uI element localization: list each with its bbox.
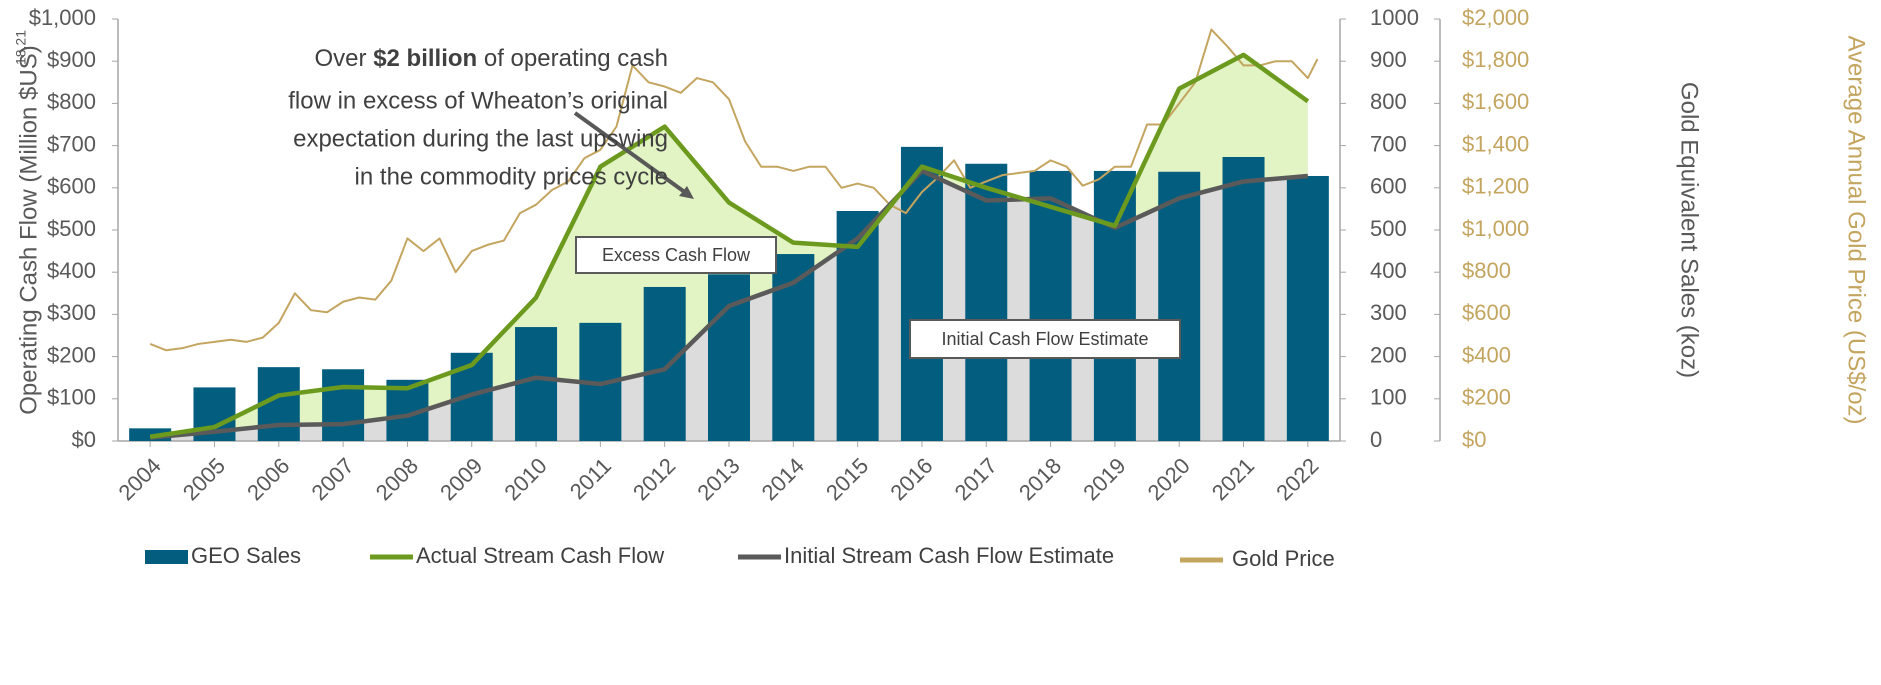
y2-tick-label: 800 [1370, 89, 1407, 114]
y2-axis-title: Gold Equivalent Sales (koz) [1676, 82, 1703, 378]
x-tick-label: 2016 [885, 453, 937, 505]
y-tick-label: $200 [47, 342, 96, 367]
arrow [573, 111, 688, 195]
legend-label: Initial Stream Cash Flow Estimate [784, 543, 1114, 568]
bar [1029, 170, 1072, 442]
y3-tick-label: $800 [1462, 258, 1511, 283]
annotation-post: of operating cash [484, 45, 668, 72]
annotation-line: Over $2 billion of operating cash [315, 45, 669, 72]
y-tick-label: $600 [47, 174, 96, 199]
y3-tick-label: $1,600 [1462, 89, 1529, 114]
x-tick-label: 2022 [1271, 453, 1323, 505]
y-axis-title: Operating Cash Flow (Million $US) [15, 45, 42, 414]
annotation-line: flow in excess of Wheaton’s original [288, 87, 668, 114]
bar [965, 163, 1008, 441]
line [149, 28, 1319, 352]
y-tick-label: $400 [47, 258, 96, 283]
y2-tick-label: 300 [1370, 300, 1407, 325]
y3-tick-label: $200 [1462, 385, 1511, 410]
y3-tick-label: $400 [1462, 342, 1511, 367]
x-tick-label: 2019 [1078, 453, 1130, 505]
x-tick-label: 2017 [950, 453, 1002, 505]
annotation-pre: Over [315, 45, 367, 72]
y3-tick-label: $0 [1462, 427, 1486, 452]
annotation: Over $2 billion of operating cash flow i… [288, 45, 668, 190]
x-tick-label: 2010 [499, 453, 551, 505]
x-tick-label: 2012 [628, 453, 680, 505]
x-tick-label: 2018 [1014, 453, 1066, 505]
annotation-line: expectation during the last upswing [293, 125, 668, 152]
x-tick-label: 2005 [178, 453, 230, 505]
x-tick-label: 2014 [757, 453, 809, 505]
y3-tick-label: $600 [1462, 300, 1511, 325]
y-axis-title-sup: 18,21 [13, 30, 29, 65]
y-axis-title-group: Operating Cash Flow (Million $US) [15, 45, 42, 414]
bar [772, 254, 815, 441]
y-tick-label: $700 [47, 131, 96, 156]
bar [900, 146, 943, 441]
bar [1222, 156, 1265, 441]
x-tick-label: 2008 [371, 453, 423, 505]
y2-tick-label: 200 [1370, 342, 1407, 367]
y2-tick-label: 900 [1370, 47, 1407, 72]
y-tick-label: $100 [47, 385, 96, 410]
annotation-line: in the commodity prices cycle [355, 163, 668, 190]
y-tick-label: $0 [72, 427, 96, 452]
x-tick-label: 2009 [435, 453, 487, 505]
y-tick-label: $900 [47, 47, 96, 72]
legend-label: Gold Price [1232, 546, 1335, 571]
x-tick-label: 2020 [1143, 453, 1195, 505]
y3-tick-label: $1,400 [1462, 131, 1529, 156]
y-tick-label: $800 [47, 89, 96, 114]
y3-tick-label: $1,000 [1462, 216, 1529, 241]
area-label: Excess Cash Flow [602, 245, 751, 265]
y2-tick-label: 700 [1370, 131, 1407, 156]
x-tick-label: 2013 [692, 453, 744, 505]
bar [1093, 170, 1136, 442]
y2-tick-label: 500 [1370, 216, 1407, 241]
x-tick-label: 2006 [242, 453, 294, 505]
bar [515, 327, 558, 441]
x-tick-label: 2021 [1207, 453, 1259, 505]
arrow-head [679, 186, 694, 199]
x-tick-label: 2007 [306, 453, 358, 505]
bar [1286, 175, 1329, 441]
annotation-bold: $2 billion [373, 45, 477, 72]
y3-axis-title: Average Annual Gold Price (US$/oz) [1843, 35, 1870, 424]
y-tick-label: $300 [47, 300, 96, 325]
y3-tick-label: $1,800 [1462, 47, 1529, 72]
y2-tick-label: 600 [1370, 174, 1407, 199]
x-tick-label: 2011 [565, 453, 616, 504]
label-box [575, 236, 777, 274]
y2-tick-label: 100 [1370, 385, 1407, 410]
bar [1158, 171, 1201, 441]
bar [643, 286, 686, 441]
legend-label: GEO Sales [191, 543, 301, 568]
y3-tick-label: $1,200 [1462, 174, 1529, 199]
x-tick-label: 2015 [821, 453, 873, 505]
y3-tick-label: $2,000 [1462, 5, 1529, 30]
legend-label: Actual Stream Cash Flow [416, 543, 664, 568]
y2-tick-label: 1000 [1370, 5, 1419, 30]
x-tick-label: 2004 [114, 453, 166, 505]
area-label: Initial Cash Flow Estimate [941, 329, 1148, 349]
legend-swatch [145, 550, 188, 564]
label-box [909, 319, 1181, 359]
y2-tick-label: 400 [1370, 258, 1407, 283]
y-tick-label: $1,000 [29, 5, 96, 30]
y2-tick-label: 0 [1370, 427, 1382, 452]
bar [322, 369, 365, 441]
y-tick-label: $500 [47, 216, 96, 241]
line [149, 52, 1310, 440]
